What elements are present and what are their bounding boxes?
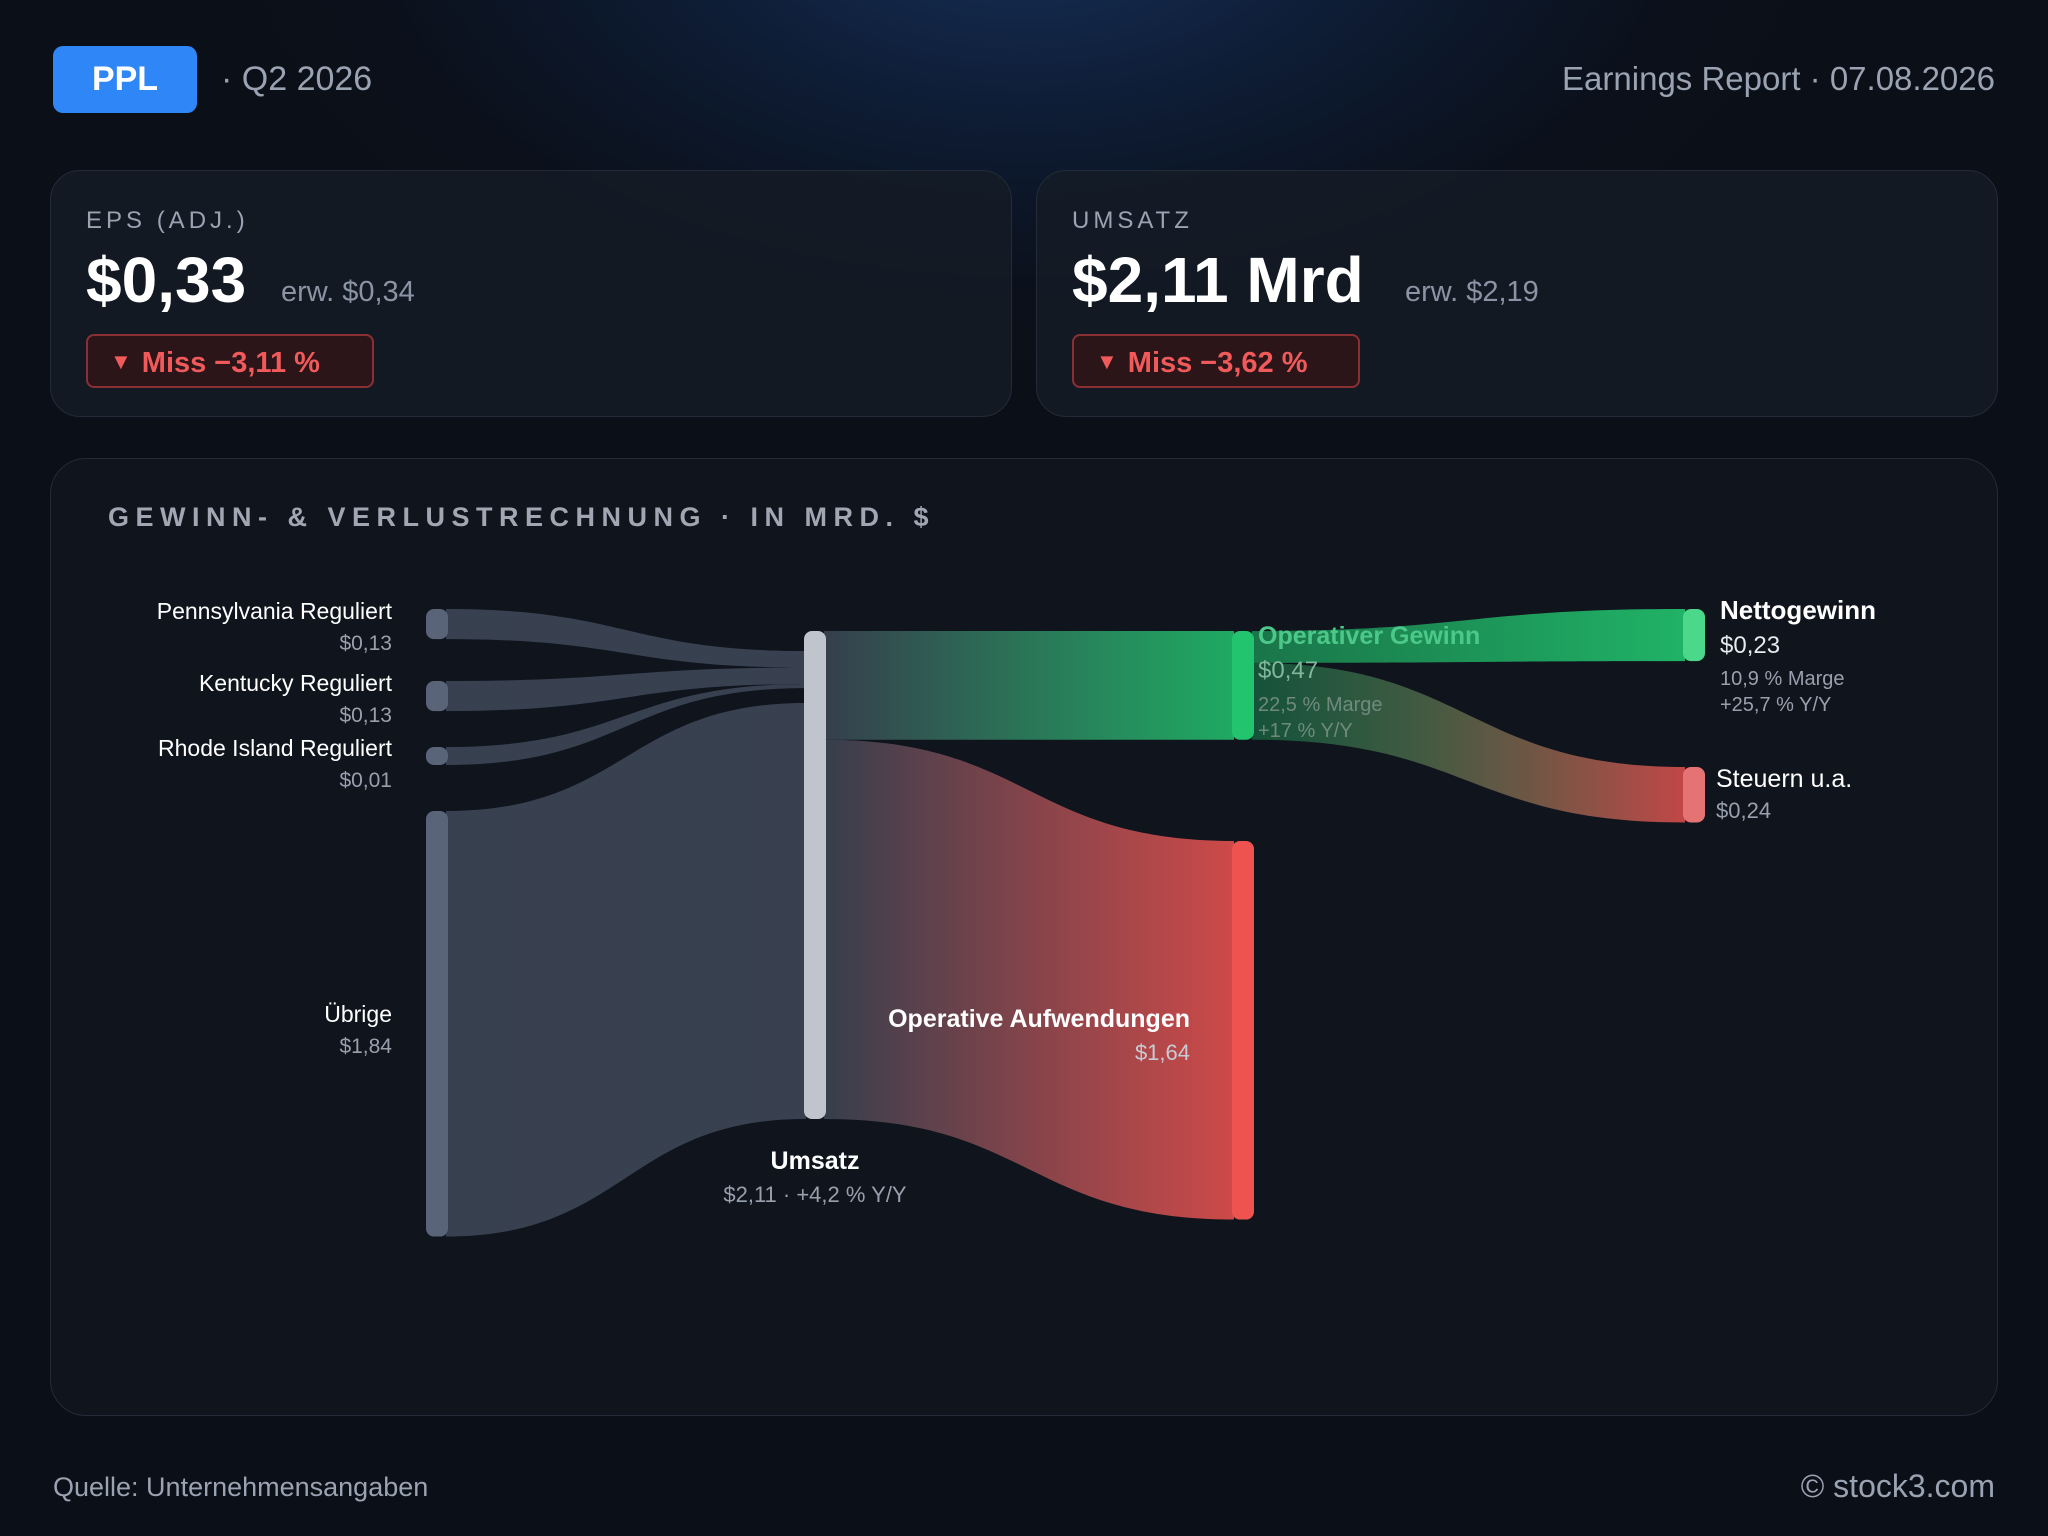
label-other-name: Übrige [324, 1001, 392, 1027]
label-netincome-name: Nettogewinn [1720, 595, 1876, 625]
header: PPL · Q2 2026 Earnings Report · 07.08.20… [53, 46, 1995, 114]
eps-card: EPS (ADJ.) $0,33 erw. $0,34 ▼ Miss −3,11 … [50, 170, 1012, 417]
label-netincome-note-0: 10,9 % Marge [1720, 668, 1845, 690]
flow-revenue-to-opprofit [824, 631, 1234, 740]
flow-ky-to-revenue [446, 667, 806, 712]
node-ky [426, 681, 448, 712]
eps-value: $0,33 [86, 244, 247, 316]
panel-title: GEWINN- & VERLUSTRECHNUNG · IN MRD. $ [108, 502, 935, 532]
label-opprofit-note-1: +17 % Y/Y [1258, 720, 1353, 742]
node-opex [1232, 841, 1254, 1220]
down-triangle-icon: ▼ [110, 349, 132, 374]
label-ri-name: Rhode Island Reguliert [158, 735, 393, 761]
label-ri-value: $0,01 [339, 769, 392, 792]
node-pa [426, 609, 448, 640]
revenue-miss-text: Miss −3,62 % [1127, 347, 1308, 379]
flow-ri-to-revenue [446, 684, 806, 765]
node-taxes [1683, 767, 1705, 823]
label-opprofit-value: $0,47 [1258, 657, 1318, 684]
label-opex-name: Operative Aufwendungen [888, 1005, 1190, 1033]
eps-miss-text: Miss −3,11 % [141, 347, 320, 379]
copyright: © stock3.com [1800, 1468, 1995, 1504]
revenue-value: $2,11 Mrd [1072, 244, 1364, 316]
flow-revenue-to-opex [824, 739, 1234, 1220]
eps-miss-badge: ▼ Miss −3,11 % [86, 334, 374, 388]
revenue-estimate: erw. $2,19 [1405, 276, 1539, 308]
node-netincome [1683, 609, 1705, 662]
label-other-value: $1,84 [339, 1035, 392, 1058]
revenue-miss-badge: ▼ Miss −3,62 % [1072, 334, 1360, 388]
label-netincome-note-1: +25,7 % Y/Y [1720, 694, 1831, 716]
eps-estimate: erw. $0,34 [281, 276, 415, 308]
label-ky-name: Kentucky Reguliert [199, 670, 393, 696]
node-ri [426, 747, 448, 765]
down-triangle-icon: ▼ [1096, 349, 1118, 374]
flow-opprofit-to-taxes [1252, 662, 1685, 823]
report-date: Earnings Report · 07.08.2026 [1562, 60, 1995, 97]
node-revenue [804, 631, 826, 1119]
label-netincome-value: $0,23 [1720, 632, 1780, 659]
label-ky-value: $0,13 [339, 704, 392, 727]
source-note: Quelle: Unternehmensangaben [53, 1472, 429, 1502]
flow-pa-to-revenue [446, 609, 806, 668]
node-opprofit [1232, 631, 1254, 740]
eps-label: EPS (ADJ.) [86, 207, 249, 234]
label-pa-value: $0,13 [339, 632, 392, 655]
ticker-badge: PPL [53, 46, 197, 113]
income-statement-panel: GEWINN- & VERLUSTRECHNUNG · IN MRD. $ Pe… [50, 458, 1998, 1416]
label-opprofit-note-0: 22,5 % Marge [1258, 694, 1383, 716]
label-pa-name: Pennsylvania Reguliert [157, 598, 393, 624]
flow-opprofit-to-netincome [1252, 609, 1685, 663]
node-other [426, 811, 448, 1237]
label-opex-value: $1,64 [1135, 1040, 1190, 1065]
quarter-label: · Q2 2026 [221, 60, 373, 98]
label-opprofit-name: Operativer Gewinn [1258, 622, 1480, 650]
label-taxes-name: Steuern u.a. [1716, 765, 1852, 793]
revenue-label: UMSATZ [1072, 207, 1193, 234]
label-revenue-value: $2,11 · +4,2 % Y/Y [723, 1182, 907, 1207]
label-taxes-value: $0,24 [1716, 798, 1771, 823]
label-revenue-name: Umsatz [771, 1147, 860, 1175]
revenue-card: UMSATZ $2,11 Mrd erw. $2,19 ▼ Miss −3,62 … [1036, 170, 1998, 417]
flow-other-to-revenue [446, 703, 806, 1237]
sankey-chart: Pennsylvania Reguliert $0,13 Kentucky Regu… [157, 595, 1876, 1237]
